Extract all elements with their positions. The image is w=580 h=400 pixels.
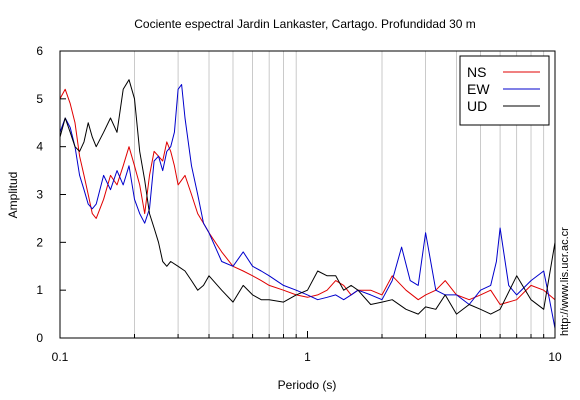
x-tick-label: 10 (548, 350, 562, 364)
legend-label-ud: UD (467, 98, 487, 114)
legend-box (459, 55, 550, 126)
y-tick-label: 6 (36, 44, 43, 58)
x-tick-label: 0.1 (52, 350, 69, 364)
y-tick-label: 1 (36, 283, 43, 297)
y-tick-label: 4 (36, 140, 43, 154)
series-line-ew (59, 84, 556, 329)
y-tick-label: 5 (36, 92, 43, 106)
watermark-url: http://www.lis.ucr.ac.cr (559, 227, 571, 336)
x-axis-title: Periodo (s) (278, 378, 337, 392)
grid-layer (134, 51, 545, 338)
chart-title: Cociente espectral Jardin Lankaster, Car… (134, 17, 476, 31)
legend-label-ew: EW (467, 81, 490, 97)
plot-frame (59, 50, 556, 339)
series-layer (59, 79, 556, 329)
y-tick-label: 3 (36, 188, 43, 202)
series-line-ns (59, 88, 556, 305)
y-tick-label: 2 (36, 235, 43, 249)
series-line-ud (59, 79, 556, 315)
x-tick-label: 1 (304, 350, 311, 364)
legend-label-ns: NS (467, 64, 486, 80)
y-tick-label: 0 (36, 331, 43, 345)
y-axis-title: Amplitud (6, 172, 20, 219)
